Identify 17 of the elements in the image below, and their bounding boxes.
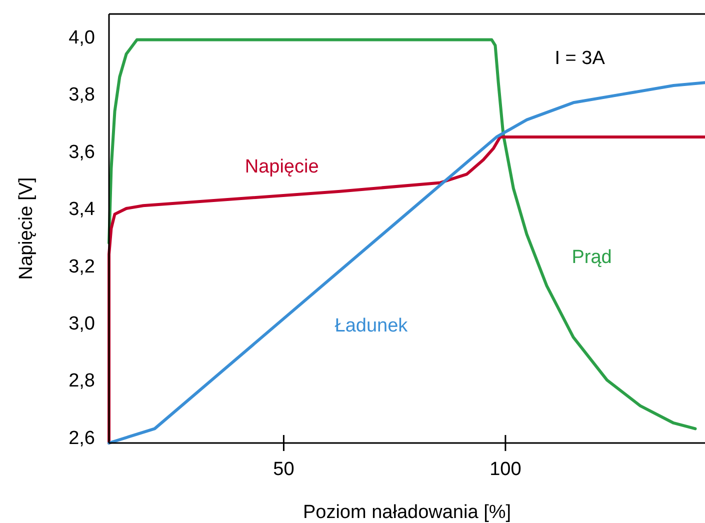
y-tick-label: 3,0 bbox=[68, 314, 95, 335]
series-label: Ładunek bbox=[334, 315, 408, 336]
y-tick-label: 2,6 bbox=[68, 428, 95, 449]
x-tick-label: 50 bbox=[273, 459, 294, 480]
y-tick-label: 3,8 bbox=[68, 84, 95, 106]
y-tick-label: 3,4 bbox=[68, 199, 96, 220]
series-label: Prąd bbox=[572, 246, 612, 268]
y-tick-label: 4,0 bbox=[68, 28, 95, 49]
x-tick-label: 100 bbox=[490, 459, 522, 480]
y-tick-label: 2,8 bbox=[68, 370, 95, 392]
y-tick-label: 3,2 bbox=[68, 256, 95, 278]
series-label: Napięcie bbox=[244, 156, 319, 178]
annotation: I = 3A bbox=[554, 48, 606, 69]
line-series bbox=[108, 38, 697, 430]
y-tick-label: 3,6 bbox=[68, 142, 95, 163]
x-axis-title: Poziom naładowania [%] bbox=[302, 502, 512, 523]
y-axis-title: Napięcie [V] bbox=[16, 177, 37, 280]
